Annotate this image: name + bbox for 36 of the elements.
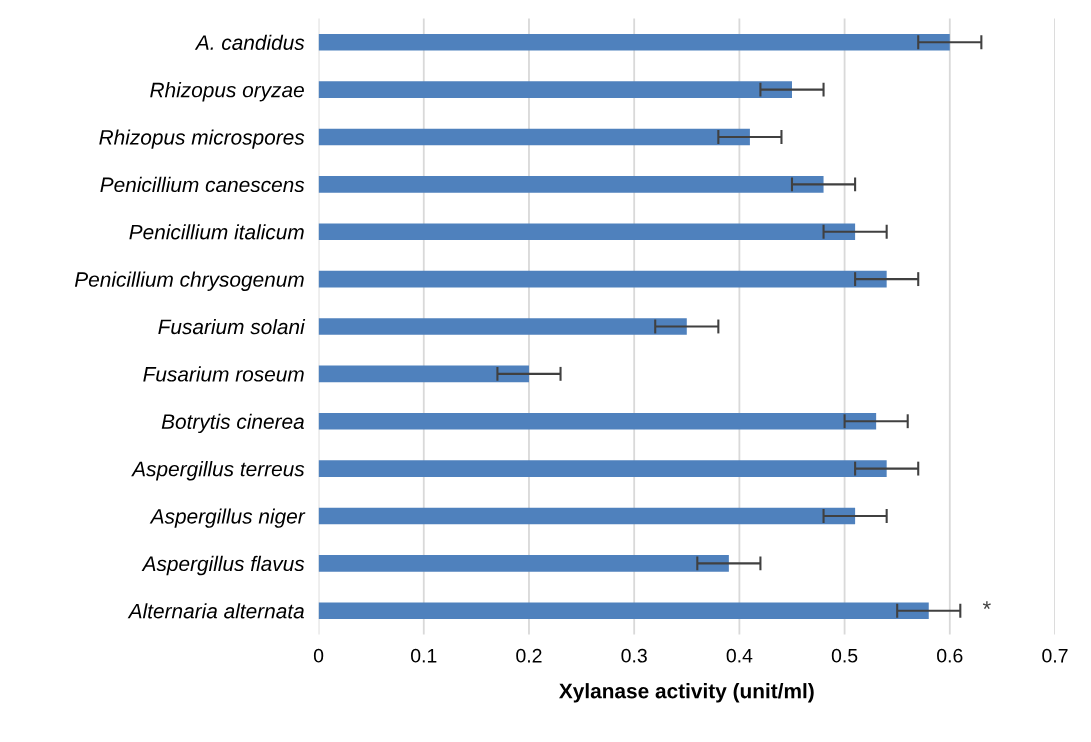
bar bbox=[318, 223, 856, 241]
x-tick-label: 0.6 bbox=[937, 648, 963, 663]
x-tick-label: 0.3 bbox=[621, 648, 647, 663]
y-tick-label: Rhizopus microspores bbox=[99, 129, 305, 149]
y-tick-label: Fusarium solani bbox=[158, 318, 306, 335]
y-tick-label: Alternaria alternata bbox=[127, 603, 304, 619]
bar bbox=[318, 128, 750, 146]
y-tick-label: Penicillium chrysogenum bbox=[74, 271, 304, 291]
y-tick-label: A. candidus bbox=[194, 34, 305, 50]
x-axis-title: Xylanase activity (unit/ml) bbox=[559, 683, 814, 703]
y-tick-label: Penicillium canescens bbox=[100, 176, 305, 193]
annotation: * bbox=[982, 601, 991, 609]
y-tick-label: Botrytis cinerea bbox=[161, 413, 304, 434]
y-tick-label: Fusarium roseum bbox=[143, 366, 304, 382]
bar bbox=[318, 81, 792, 98]
bar bbox=[318, 507, 856, 525]
x-tick-label: 0 bbox=[313, 648, 324, 663]
y-tick-label: Aspergillus flavus bbox=[141, 555, 305, 576]
bar bbox=[318, 365, 529, 383]
bar bbox=[318, 318, 687, 335]
x-tick-label: 0.1 bbox=[411, 648, 437, 663]
bar bbox=[318, 555, 729, 572]
bar bbox=[318, 176, 824, 193]
bar bbox=[318, 33, 950, 51]
bar bbox=[318, 270, 887, 288]
bar bbox=[318, 460, 887, 477]
y-tick-label: Rhizopus oryzae bbox=[150, 82, 304, 102]
x-tick-label: 0.4 bbox=[726, 648, 753, 663]
x-tick-label: 0.7 bbox=[1042, 648, 1068, 663]
y-tick-label: Penicillium italicum bbox=[129, 224, 304, 240]
x-tick-label: 0.5 bbox=[831, 648, 858, 663]
x-tick-label: 0.2 bbox=[516, 648, 542, 663]
bar bbox=[318, 412, 877, 430]
bar bbox=[318, 602, 929, 620]
y-tick-label: Aspergillus terreus bbox=[131, 461, 305, 481]
y-tick-label: Aspergillus niger bbox=[149, 508, 306, 528]
